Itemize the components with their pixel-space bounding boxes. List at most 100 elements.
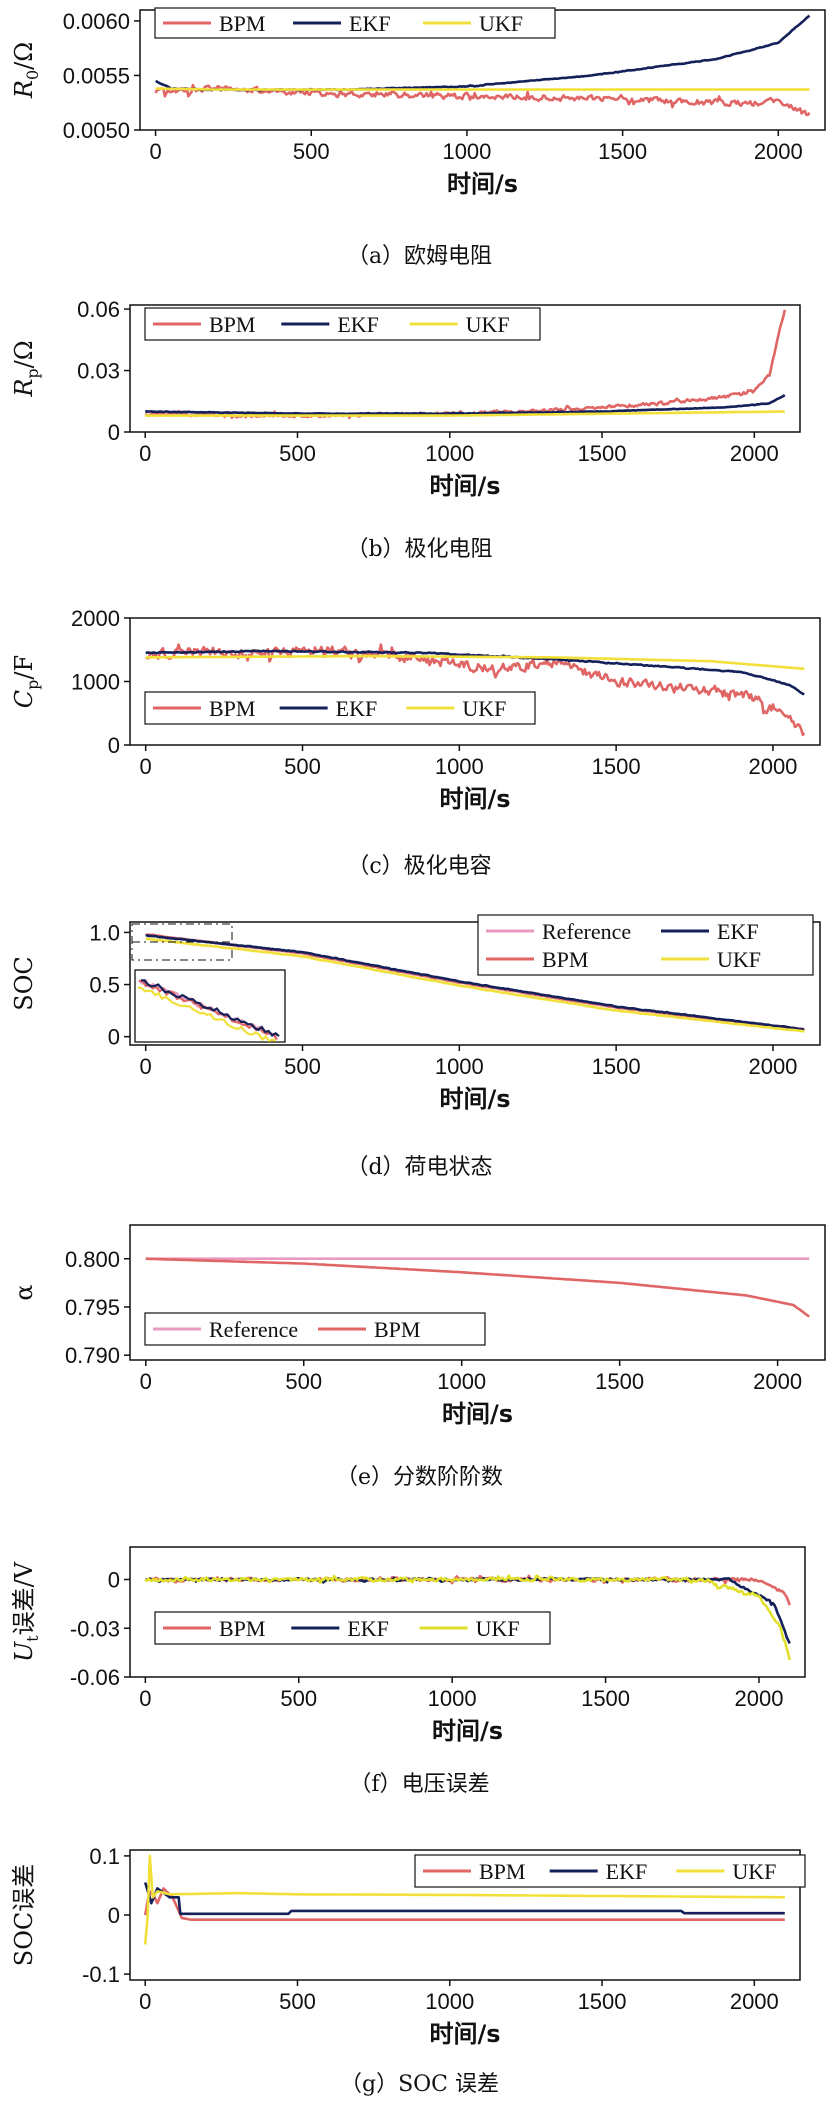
x-tick-label: 500 [293, 139, 330, 164]
x-tick-label: 2000 [753, 1369, 802, 1394]
x-tick-label: 1500 [598, 139, 647, 164]
axes-frame [129, 617, 821, 746]
y-tick-label: -0.06 [70, 1665, 120, 1690]
x-axis-label: 时间/s [439, 785, 510, 813]
x-tick-label: 1500 [595, 1369, 644, 1394]
y-tick-label: 0 [108, 733, 120, 758]
y-tick-label: 1000 [71, 670, 120, 695]
chart-c: 0 500 1000 1500 2000 0 1000 2000 时间/s Cp/F BPM EKF U… [10, 606, 821, 813]
x-tick-label: 1000 [435, 754, 484, 779]
legend-label-ukf: UKF [479, 11, 523, 36]
series-bpm [143, 1887, 785, 1921]
series-ekf [143, 1882, 785, 1916]
legend: BPM EKF UKF [154, 1611, 551, 1645]
series-bpm [154, 83, 811, 117]
y-axis-label: Cp/F [10, 655, 42, 708]
series-ukf [155, 87, 810, 91]
legend-frame [477, 914, 814, 976]
series-ukf [145, 937, 805, 1033]
y-tick-label: 0.0055 [63, 63, 130, 88]
series-ukf [144, 1574, 791, 1661]
x-tick-label: 1000 [425, 1989, 474, 2014]
x-tick-label: 0 [139, 1686, 151, 1711]
legend-label-ekf: EKF [349, 11, 391, 36]
plot-area [143, 1854, 785, 1945]
series-ekf [145, 934, 805, 1031]
x-tick-label: 2000 [748, 1054, 797, 1079]
x-axis-label: 时间/s [429, 2020, 500, 2048]
axes-frame [129, 921, 821, 1046]
y-axis-label: SOC误差 [10, 1864, 38, 1966]
x-tick-label: 2000 [735, 1686, 784, 1711]
legend: Reference BPM [144, 1312, 486, 1346]
chart-d: 0 500 1000 1500 2000 0 0.5 1.0 时间/s SOC Reference B… [10, 914, 821, 1113]
chart-b: 0 500 1000 1500 2000 0 0.03 0.06 时间/s Rp/Ω BPM EKF U… [10, 297, 801, 500]
plot-area [144, 1574, 791, 1661]
legend: BPM EKF UKF [144, 307, 541, 341]
x-tick-label: 500 [279, 441, 316, 466]
caption-a: （a）欧姆电阻 [346, 244, 493, 269]
legend-label-bpm: BPM [542, 947, 588, 972]
chart-g: 0 500 1000 1500 2000 -0.1 0 0.1 时间/s SOC误差 BPM EKF U… [10, 1844, 806, 2048]
legend-frame [144, 307, 541, 341]
y-tick-label: 0 [108, 420, 120, 445]
legend-frame [154, 7, 556, 39]
x-tick-label: 1000 [442, 139, 491, 164]
y-tick-label: 1.0 [89, 920, 120, 945]
legend-label-ukf: UKF [476, 1616, 520, 1641]
x-tick-label: 1500 [592, 1054, 641, 1079]
caption-b: （b）极化电阻 [346, 537, 493, 562]
x-tick-label: 0 [140, 1369, 152, 1394]
y-tick-label: 0.800 [65, 1247, 120, 1272]
legend-label-ukf: UKF [717, 947, 761, 972]
legend-label-ekf: EKF [606, 1859, 648, 1884]
legend-label-bpm: BPM [374, 1317, 420, 1342]
y-tick-label: 0.06 [77, 297, 120, 322]
legend: BPM EKF UKF [144, 691, 536, 725]
plot-area [154, 14, 811, 117]
y-tick-label: -0.03 [70, 1616, 120, 1641]
y-axis-label: Ut误差/V [10, 1561, 42, 1662]
y-tick-label: 0 [108, 1568, 120, 1593]
chart-f: 0 500 1000 1500 2000 -0.06 -0.03 0 时间/s Ut误差/V BPM… [10, 1546, 806, 1745]
chart-a: 0 500 1000 1500 2000 0.0050 0.0055 0.0060 时间/s R0… [10, 7, 826, 198]
caption-d: （d）荷电状态 [346, 1155, 493, 1180]
x-tick-label: 500 [279, 1989, 316, 2014]
inset-series-ekf [140, 979, 280, 1037]
y-tick-label: 0.0060 [63, 9, 130, 34]
legend-label-bpm: BPM [209, 312, 255, 337]
x-tick-label: 1000 [435, 1054, 484, 1079]
x-tick-label: 2000 [730, 1989, 779, 2014]
series-ukf [143, 1854, 785, 1945]
legend-frame [144, 691, 536, 725]
inset-series-ukf [137, 986, 277, 1043]
x-axis-label: 时间/s [439, 1085, 510, 1113]
legend-label-bpm: BPM [219, 1616, 265, 1641]
axes-frame [129, 304, 801, 433]
legend-label-ekf: EKF [337, 312, 379, 337]
plot-area [144, 309, 787, 420]
legend: Reference BPM EKF UKF [477, 914, 814, 976]
y-tick-label: 0.1 [89, 1844, 120, 1869]
legend-label-bpm: BPM [219, 11, 265, 36]
legend-label-ekf: EKF [717, 919, 759, 944]
y-axis-label: α [10, 1284, 38, 1300]
series-ukf [145, 410, 785, 417]
x-tick-label: 500 [285, 1369, 322, 1394]
caption-c: （c）极化电容 [347, 854, 492, 879]
axes-frame [129, 1224, 826, 1361]
caption-f: （f）电压误差 [349, 1772, 490, 1797]
legend-label-ukf: UKF [732, 1859, 776, 1884]
x-axis-label: 时间/s [447, 170, 518, 198]
x-axis-label: 时间/s [432, 1717, 503, 1745]
y-tick-label: -0.1 [82, 1962, 120, 1987]
y-tick-label: 0.795 [65, 1295, 120, 1320]
plot-area [145, 1257, 810, 1318]
legend: BPM EKF UKF [154, 7, 556, 39]
plot-area [145, 933, 805, 1033]
x-tick-label: 1500 [592, 754, 641, 779]
y-axis-label: R0/Ω [10, 42, 42, 99]
legend-label-reference: Reference [209, 1317, 298, 1342]
x-axis-label: 时间/s [442, 1400, 513, 1428]
